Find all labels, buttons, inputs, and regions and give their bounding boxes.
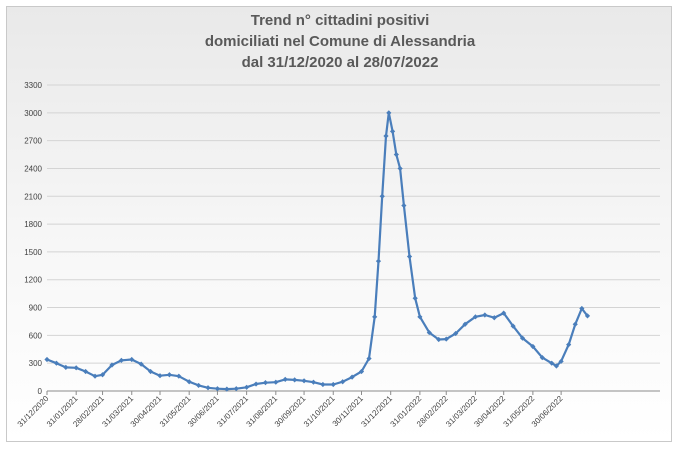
data-point	[282, 376, 288, 383]
data-point	[99, 372, 106, 378]
data-point	[92, 373, 98, 379]
data-point	[157, 373, 163, 379]
data-point	[510, 323, 516, 329]
data-point	[340, 379, 346, 385]
data-point	[386, 110, 392, 116]
y-tick-label: 900	[29, 304, 43, 313]
data-point	[186, 379, 192, 385]
data-point	[397, 165, 403, 172]
data-point	[118, 357, 124, 363]
y-tick-label: 1800	[24, 220, 42, 229]
data-point	[320, 381, 326, 388]
chart-title-line-2: domiciliati nel Comune di Alessandria	[204, 33, 476, 50]
data-point	[63, 364, 69, 370]
data-point	[253, 381, 259, 387]
data-point	[224, 386, 230, 392]
data-point	[412, 295, 418, 301]
data-point	[44, 356, 50, 363]
data-point	[553, 363, 560, 369]
y-tick-label: 2400	[24, 164, 42, 173]
chart-title-line-1: Trend n° cittadini positivi	[250, 12, 430, 29]
data-point	[558, 358, 564, 364]
data-point	[572, 321, 578, 327]
data-point	[233, 386, 239, 392]
data-point	[530, 343, 536, 350]
data-point	[482, 312, 488, 318]
data-point	[244, 384, 250, 390]
data-point	[138, 361, 144, 367]
data-point	[310, 379, 317, 385]
y-tick-label: 600	[29, 331, 43, 340]
data-point	[401, 202, 407, 209]
data-point	[73, 365, 79, 371]
data-point	[443, 336, 449, 342]
y-tick-label: 1200	[24, 276, 42, 285]
data-point	[330, 381, 336, 388]
data-point	[262, 380, 269, 386]
data-point	[53, 360, 60, 366]
y-tick-label: 2700	[24, 137, 42, 146]
data-point	[389, 128, 396, 134]
data-point	[539, 355, 545, 361]
x-tick-label: 30/06/2022	[530, 394, 565, 429]
data-point	[292, 377, 298, 383]
chart-title: Trend n° cittadini positivi domiciliati …	[0, 10, 680, 73]
data-point	[366, 355, 372, 362]
series-line	[46, 111, 589, 391]
data-point	[393, 151, 399, 158]
y-tick-label: 3300	[24, 81, 42, 90]
data-point	[519, 335, 526, 341]
data-point	[584, 313, 591, 319]
data-point	[566, 342, 572, 348]
data-point	[491, 315, 497, 321]
data-point	[129, 356, 135, 363]
y-tick-label: 3000	[24, 109, 42, 118]
y-tick-label: 1500	[24, 248, 42, 257]
data-point	[214, 386, 221, 392]
data-point	[109, 362, 115, 368]
data-point	[147, 368, 154, 375]
data-point	[406, 253, 413, 260]
data-point	[472, 314, 479, 320]
y-tick-label: 300	[29, 359, 43, 368]
data-point	[379, 193, 385, 199]
chart-title-line-3: dal 31/12/2020 al 28/07/2022	[241, 54, 439, 71]
data-point	[436, 336, 442, 343]
data-point	[426, 329, 432, 336]
data-point	[166, 372, 173, 378]
data-point	[205, 385, 211, 391]
data-point	[417, 314, 423, 320]
data-point	[196, 382, 202, 389]
y-tick-label: 0	[38, 387, 43, 396]
data-point	[301, 378, 307, 384]
data-point	[358, 368, 365, 375]
data-point	[383, 133, 389, 139]
data-point	[375, 258, 382, 264]
y-tick-label: 2100	[24, 192, 42, 201]
data-point	[349, 374, 355, 380]
data-point	[273, 379, 279, 385]
data-point	[501, 310, 507, 316]
data-point	[83, 368, 89, 375]
data-point	[453, 330, 459, 337]
data-point	[372, 314, 378, 320]
data-point	[549, 360, 555, 366]
data-point	[462, 321, 468, 327]
data-point	[579, 305, 585, 312]
data-point	[176, 373, 182, 379]
